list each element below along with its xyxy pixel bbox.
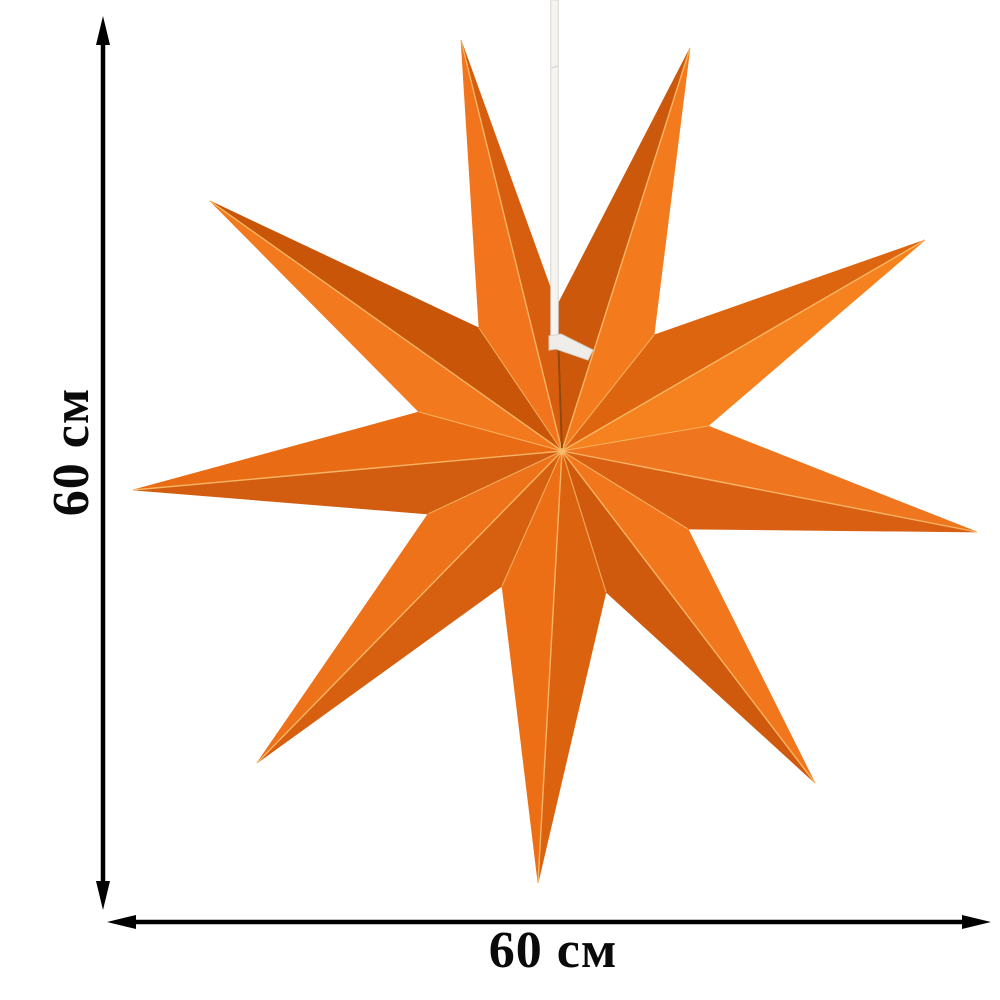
star-center — [559, 448, 565, 454]
star-ridge-crease — [537, 450, 563, 884]
arrow-up-icon — [96, 16, 110, 45]
arrow-right-icon — [962, 915, 991, 929]
string-knot — [548, 333, 594, 361]
star-ridge-crease — [209, 200, 563, 452]
vertical-dimension-label: 60 см — [43, 387, 100, 517]
hanging-string — [548, 0, 594, 361]
arrow-left-icon — [107, 915, 136, 929]
star-ridge-crease — [561, 239, 926, 452]
star-valley-crease — [501, 450, 563, 587]
horizontal-dimension-label: 60 см — [488, 922, 618, 979]
star-valley-crease — [561, 334, 655, 452]
vertical-dimension-arrow — [96, 16, 110, 910]
star-valley-crease — [561, 425, 709, 452]
string-cord — [550, 0, 559, 347]
string-joint — [551, 65, 558, 69]
star-ridge-crease — [132, 450, 563, 491]
star-ridge-crease — [460, 39, 563, 452]
paper-star — [132, 39, 978, 884]
star-ridge-crease — [256, 450, 563, 764]
star-valley-crease — [418, 411, 563, 452]
star-valley-crease — [427, 450, 563, 515]
arrow-down-icon — [96, 881, 110, 910]
star-ridge-crease — [561, 47, 691, 452]
horizontal-dimension-arrow — [107, 915, 991, 929]
star-ridge-crease — [561, 450, 978, 533]
star-valley-crease — [561, 450, 607, 593]
star-ridge-crease — [561, 450, 816, 784]
star-valley-crease — [478, 327, 563, 452]
star-valley-crease — [561, 450, 689, 530]
